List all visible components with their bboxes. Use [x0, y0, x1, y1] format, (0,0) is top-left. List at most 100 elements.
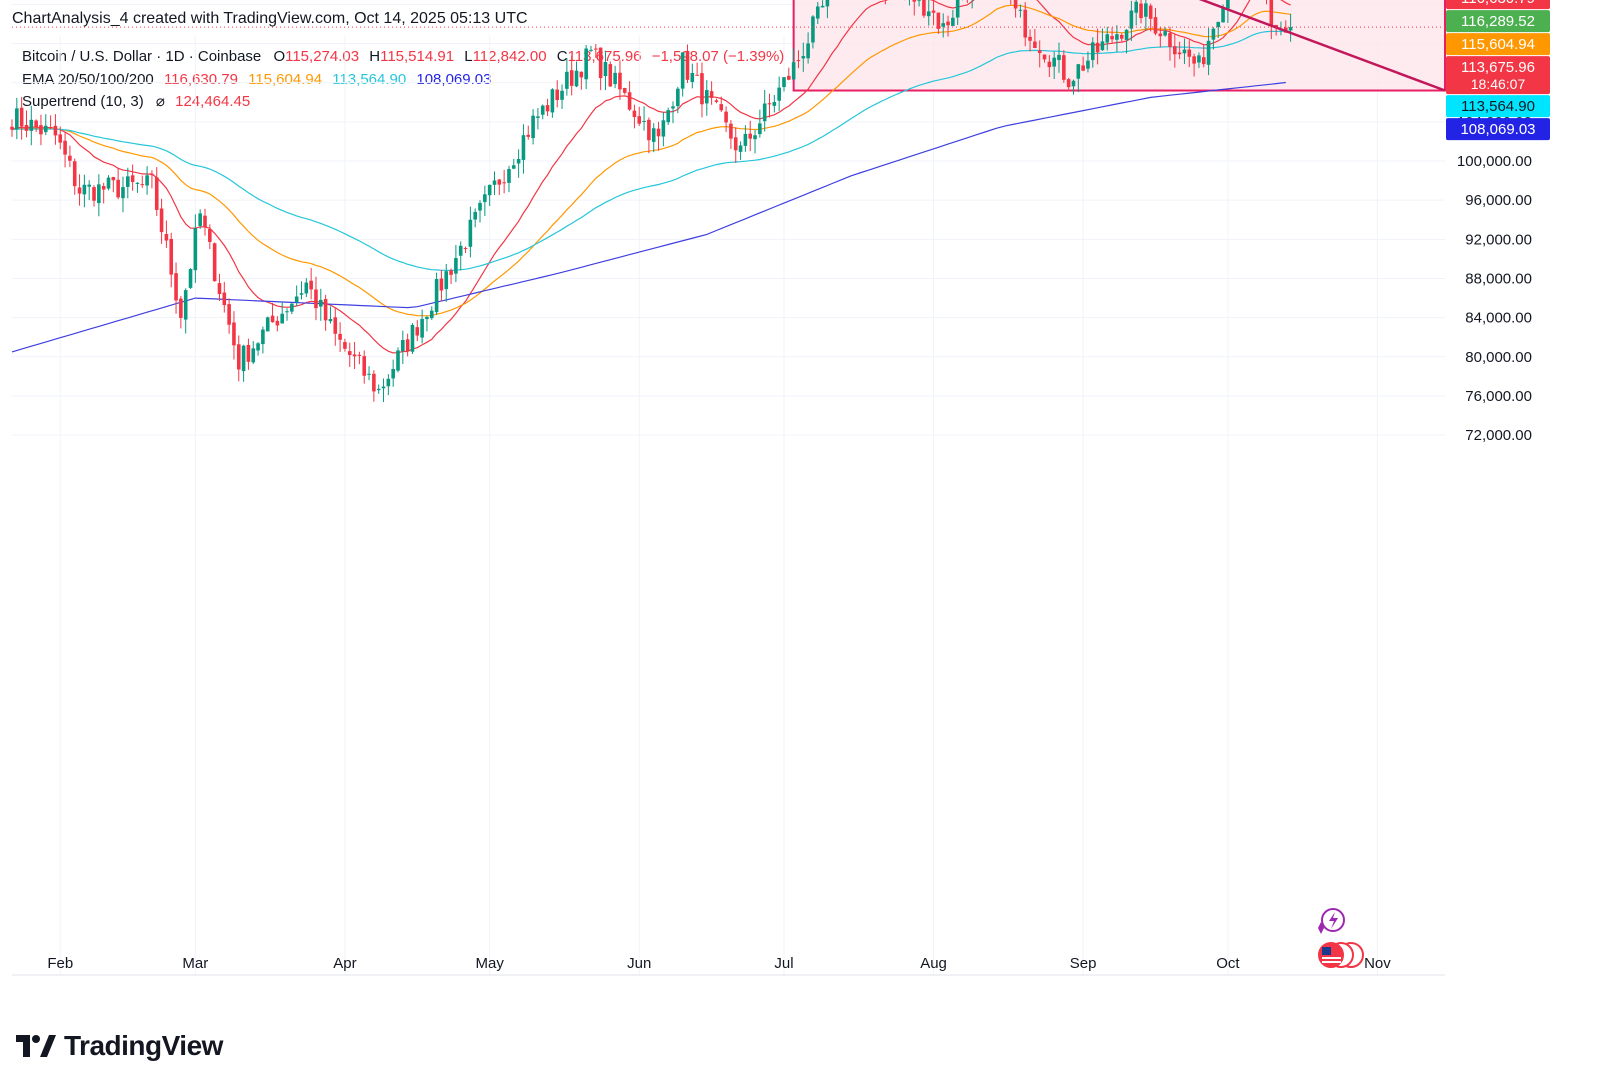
candle-body [1119, 34, 1124, 39]
candle-body [101, 185, 106, 190]
candle-body [87, 184, 91, 187]
time-tick-label: Sep [1070, 955, 1097, 972]
candle-body [299, 293, 304, 295]
symbol-name[interactable]: Bitcoin / U.S. Dollar · 1D · Coinbase [22, 48, 262, 65]
range-box [792, 0, 1446, 92]
candle-body [526, 134, 531, 137]
candle-body [521, 135, 526, 160]
candle-body [454, 258, 458, 274]
candle-body [801, 56, 806, 59]
tradingview-logo[interactable]: TradingView [16, 1030, 223, 1062]
candle-body [164, 234, 169, 241]
candle-body [743, 133, 748, 146]
ema-label[interactable]: EMA 20/50/100/200 [22, 70, 154, 88]
candle-body [820, 5, 825, 8]
candle-body [458, 245, 463, 256]
candle-body [72, 161, 77, 187]
ema50-line [11, 4, 1291, 317]
candle-body [343, 342, 347, 349]
candle-body [555, 89, 560, 101]
price-label-text: 116,289.52 [1461, 13, 1535, 30]
candle-body [594, 48, 598, 50]
pattern-lines [12, 0, 1446, 92]
candle-body [116, 179, 120, 198]
time-tick-label: May [475, 955, 504, 972]
candle-body [733, 137, 738, 151]
supertrend-label[interactable]: Supertrend (10, 3) [22, 93, 144, 110]
candle-body [169, 238, 174, 275]
candle-body [314, 289, 318, 309]
candle-body [222, 292, 227, 306]
candle-body [714, 100, 719, 102]
candle-body [1081, 65, 1085, 71]
candle-body [106, 177, 111, 189]
hidden-eye-icon[interactable]: ⌀ [155, 93, 165, 110]
candle-body [791, 62, 796, 80]
candle-body [584, 48, 588, 80]
time-tick-label: Aug [920, 955, 947, 972]
candle-body [15, 108, 19, 130]
candle-body [955, 0, 960, 18]
candle-body [188, 269, 193, 288]
candle-body [685, 50, 690, 80]
candle-body [1047, 61, 1052, 68]
candle-body [77, 187, 82, 194]
candle-body [1110, 36, 1114, 40]
candle-body [318, 299, 323, 307]
candle-body [53, 125, 58, 136]
candle-body [203, 215, 207, 228]
candle-body [680, 52, 685, 89]
candle-body [285, 311, 289, 313]
lightning-icon[interactable] [1318, 908, 1345, 934]
candle-body [405, 339, 410, 352]
price-chart[interactable]: 72,000.00 76,000.00 80,000.00 84,000.00 88,0… [0, 0, 1600, 1000]
candle-body [227, 304, 231, 325]
supertrend-row[interactable]: Supertrend (10, 3) ⌀ 124,464.45 [22, 91, 784, 114]
price-label-box [1446, 95, 1550, 118]
candle-body [1182, 49, 1187, 54]
candle-body [275, 320, 280, 326]
candle-body [560, 90, 564, 100]
candle-body [772, 102, 777, 106]
countdown-label-text: 18:46:07 [1471, 76, 1526, 92]
candle-body [63, 140, 67, 155]
candle-body [1226, 0, 1230, 9]
candle-body [622, 87, 627, 93]
candle-body [154, 177, 159, 210]
ema200-value: 108,069.03 [416, 70, 492, 88]
price-label-box [1446, 56, 1550, 95]
candle-body [29, 119, 34, 131]
candle-body [1139, 3, 1143, 19]
close-label: C [556, 48, 568, 65]
candle-body [676, 88, 680, 107]
candle-body [825, 0, 830, 7]
candle-body [125, 176, 130, 187]
candle-body [1206, 40, 1211, 65]
us-flag-icon[interactable] [1318, 942, 1364, 968]
candle-body [241, 345, 246, 372]
price-tick-label: 76,000.00 [1465, 388, 1532, 405]
candle-body [762, 103, 767, 122]
candle-body [323, 299, 328, 321]
candle-body [217, 283, 222, 295]
candle-body [1187, 49, 1192, 57]
ema-row[interactable]: EMA 20/50/100/200 116,630.79 115,604.94 … [22, 69, 784, 92]
candle-body [367, 373, 371, 375]
candle-body [565, 71, 569, 89]
candle-body [10, 126, 14, 130]
candle-body [589, 49, 593, 51]
candle-body [444, 271, 449, 290]
candle-body [1100, 41, 1105, 51]
candle-body [130, 175, 135, 182]
candle-body [1028, 36, 1032, 41]
candle-body [502, 182, 506, 184]
candle-body [647, 119, 651, 141]
candle-body [145, 175, 149, 186]
candle-body [487, 184, 492, 196]
candle-body [478, 202, 482, 211]
candle-body [415, 327, 420, 336]
candle-body [39, 125, 43, 135]
candle-body [396, 350, 400, 371]
candle-body [386, 378, 391, 387]
candle-body [270, 315, 275, 323]
